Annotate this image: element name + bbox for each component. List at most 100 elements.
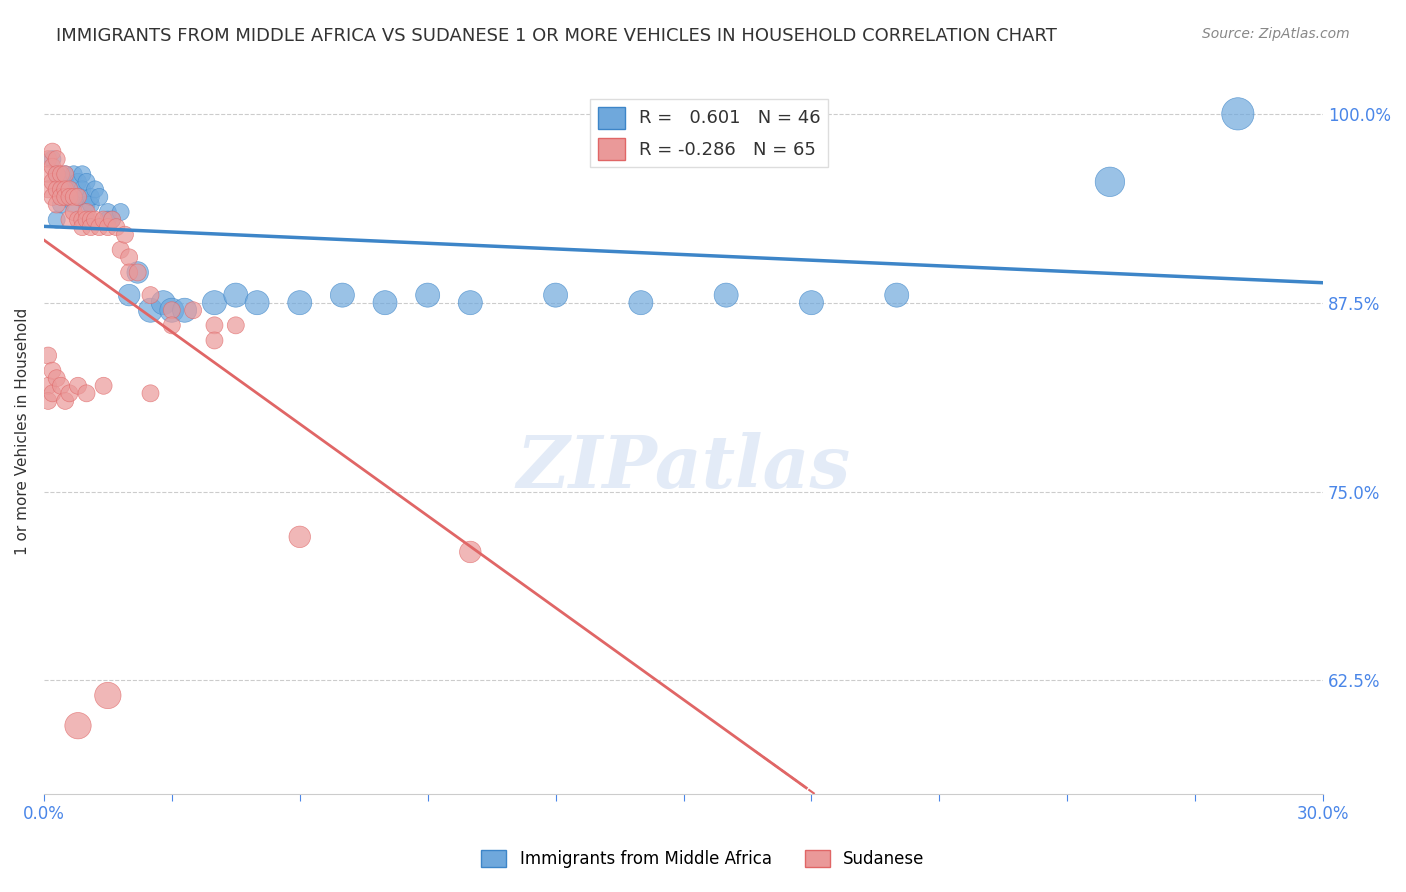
Point [152,295,174,310]
Point [93,212,115,227]
Point [49,182,72,196]
Point [76,212,98,227]
Point [89,220,111,235]
Point [37,167,59,181]
Legend: Immigrants from Middle Africa, Sudanese: Immigrants from Middle Africa, Sudanese [475,843,931,875]
Point [66,719,89,733]
Point [76,386,98,401]
Y-axis label: 1 or more Vehicles in Household: 1 or more Vehicles in Household [15,308,30,555]
Point [97,212,120,227]
Point [110,205,132,219]
Point [37,393,59,408]
Point [886,288,908,302]
Text: IMMIGRANTS FROM MIDDLE AFRICA VS SUDANESE 1 OR MORE VEHICLES IN HOUSEHOLD CORREL: IMMIGRANTS FROM MIDDLE AFRICA VS SUDANES… [56,27,1057,45]
Point [45,167,67,181]
Point [49,378,72,392]
Point [80,212,103,227]
Point [173,303,195,318]
Point [53,190,76,204]
Point [416,288,439,302]
Point [53,175,76,189]
Point [76,205,98,219]
Point [105,220,128,235]
Point [118,288,141,302]
Point [58,182,80,196]
Point [37,152,59,166]
Point [41,160,63,174]
Point [246,295,269,310]
Point [58,212,80,227]
Point [160,303,183,318]
Point [53,167,76,181]
Point [53,167,76,181]
Point [37,349,59,363]
Point [62,167,84,181]
Point [139,288,162,302]
Point [118,251,141,265]
Point [544,288,567,302]
Point [139,386,162,401]
Point [66,190,89,204]
Point [225,318,247,333]
Point [139,303,162,318]
Point [41,145,63,159]
Point [181,303,204,318]
Text: Source: ZipAtlas.com: Source: ZipAtlas.com [1202,27,1350,41]
Point [37,378,59,392]
Point [160,303,183,318]
Point [374,295,396,310]
Point [204,334,226,348]
Point [41,386,63,401]
Point [62,205,84,219]
Point [1226,107,1249,121]
Point [97,205,120,219]
Point [84,182,107,196]
Point [58,190,80,204]
Point [41,190,63,204]
Point [66,378,89,392]
Point [49,190,72,204]
Point [332,288,354,302]
Point [66,212,89,227]
Point [80,220,103,235]
Point [45,212,67,227]
Point [204,318,226,333]
Point [45,167,67,181]
Point [49,182,72,196]
Point [118,265,141,279]
Text: ZIPatlas: ZIPatlas [516,432,851,503]
Point [45,371,67,385]
Point [58,190,80,204]
Point [458,545,481,559]
Point [1098,175,1121,189]
Point [84,212,107,227]
Point [72,212,94,227]
Point [62,197,84,211]
Point [45,182,67,196]
Point [93,378,115,392]
Point [49,197,72,211]
Point [76,175,98,189]
Point [45,197,67,211]
Point [630,295,652,310]
Point [800,295,823,310]
Point [288,295,311,310]
Point [72,220,94,235]
Point [49,167,72,181]
Point [72,182,94,196]
Point [114,227,136,242]
Point [62,190,84,204]
Point [41,152,63,166]
Point [80,190,103,204]
Point [53,182,76,196]
Point [89,190,111,204]
Point [66,175,89,189]
Point [80,197,103,211]
Point [53,393,76,408]
Point [97,220,120,235]
Point [714,288,737,302]
Point [160,318,183,333]
Point [76,197,98,211]
Point [41,364,63,378]
Point [288,530,311,544]
